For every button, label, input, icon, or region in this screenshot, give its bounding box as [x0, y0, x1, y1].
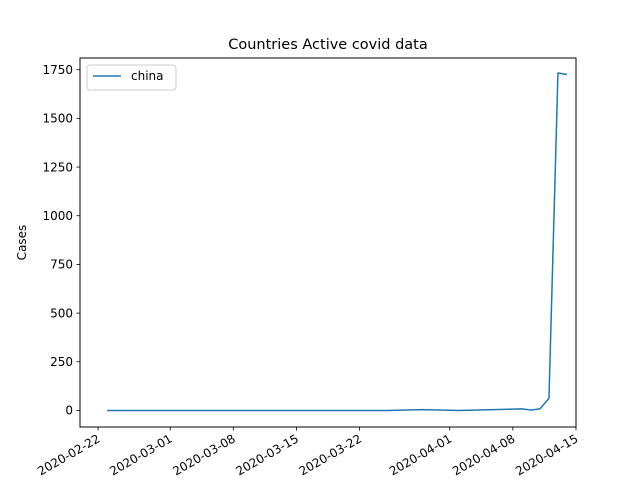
y-axis: 0 250 500 750 1000 1250 1500 1750: [42, 63, 80, 418]
series-line-china: [107, 72, 568, 412]
y-tick-label: 1250: [42, 160, 73, 174]
y-axis-label: Cases: [15, 225, 29, 261]
y-tick-label: 750: [50, 258, 73, 272]
y-tick-label: 500: [50, 306, 73, 320]
legend-label-china: china: [131, 69, 164, 83]
y-tick-label: 1000: [42, 209, 73, 223]
y-tick-label: 1500: [42, 112, 73, 126]
legend: china: [86, 64, 177, 91]
y-tick-label: 250: [50, 355, 73, 369]
series-layer: [107, 72, 568, 412]
y-tick-label: 0: [65, 404, 73, 418]
y-tick-label: 1750: [42, 63, 73, 77]
plot-frame: [79, 57, 577, 428]
chart-title: Countries Active covid data: [228, 37, 428, 53]
legend-box: [86, 64, 177, 91]
